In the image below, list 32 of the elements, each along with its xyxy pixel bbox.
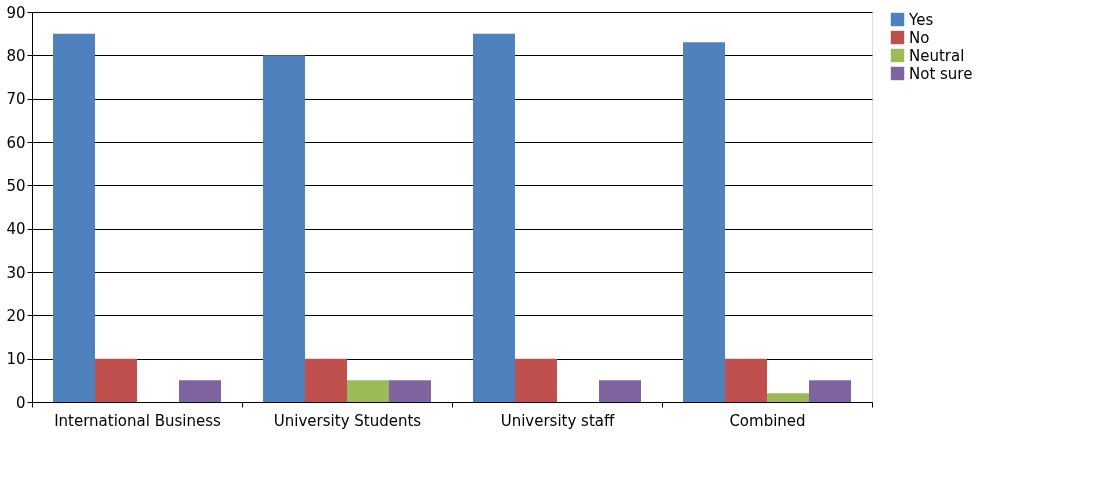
x-tick-label: International Business	[54, 411, 221, 430]
bar	[725, 358, 767, 402]
legend-label: Neutral	[909, 46, 965, 65]
bar	[53, 33, 95, 402]
legend-label: Not sure	[909, 64, 973, 83]
bar	[515, 358, 557, 402]
y-tick-label: 10	[6, 350, 26, 369]
bar	[263, 55, 305, 402]
y-tick-label: 60	[6, 133, 26, 152]
bar	[473, 33, 515, 402]
x-tick-label: Combined	[729, 411, 806, 430]
y-tick-label: 80	[6, 46, 26, 65]
x-tick-label: University staff	[500, 411, 615, 430]
y-tick-label: 50	[6, 176, 26, 195]
legend-label: Yes	[908, 10, 934, 29]
y-tick-label: 70	[6, 90, 26, 109]
y-tick-label: 20	[6, 306, 26, 325]
bar	[179, 380, 221, 402]
bar	[305, 358, 347, 402]
bar	[95, 358, 137, 402]
y-tick-label: 40	[6, 220, 26, 239]
bar	[767, 393, 809, 402]
legend-label: No	[909, 28, 930, 47]
y-tick-label: 30	[6, 263, 26, 282]
y-tick-label: 0	[15, 393, 26, 412]
y-tick-label: 90	[6, 3, 26, 22]
bar	[809, 380, 851, 402]
bar	[389, 380, 431, 402]
bar	[347, 380, 389, 402]
bar	[683, 42, 725, 402]
x-tick-label: University Students	[273, 411, 422, 430]
bar	[599, 380, 641, 402]
